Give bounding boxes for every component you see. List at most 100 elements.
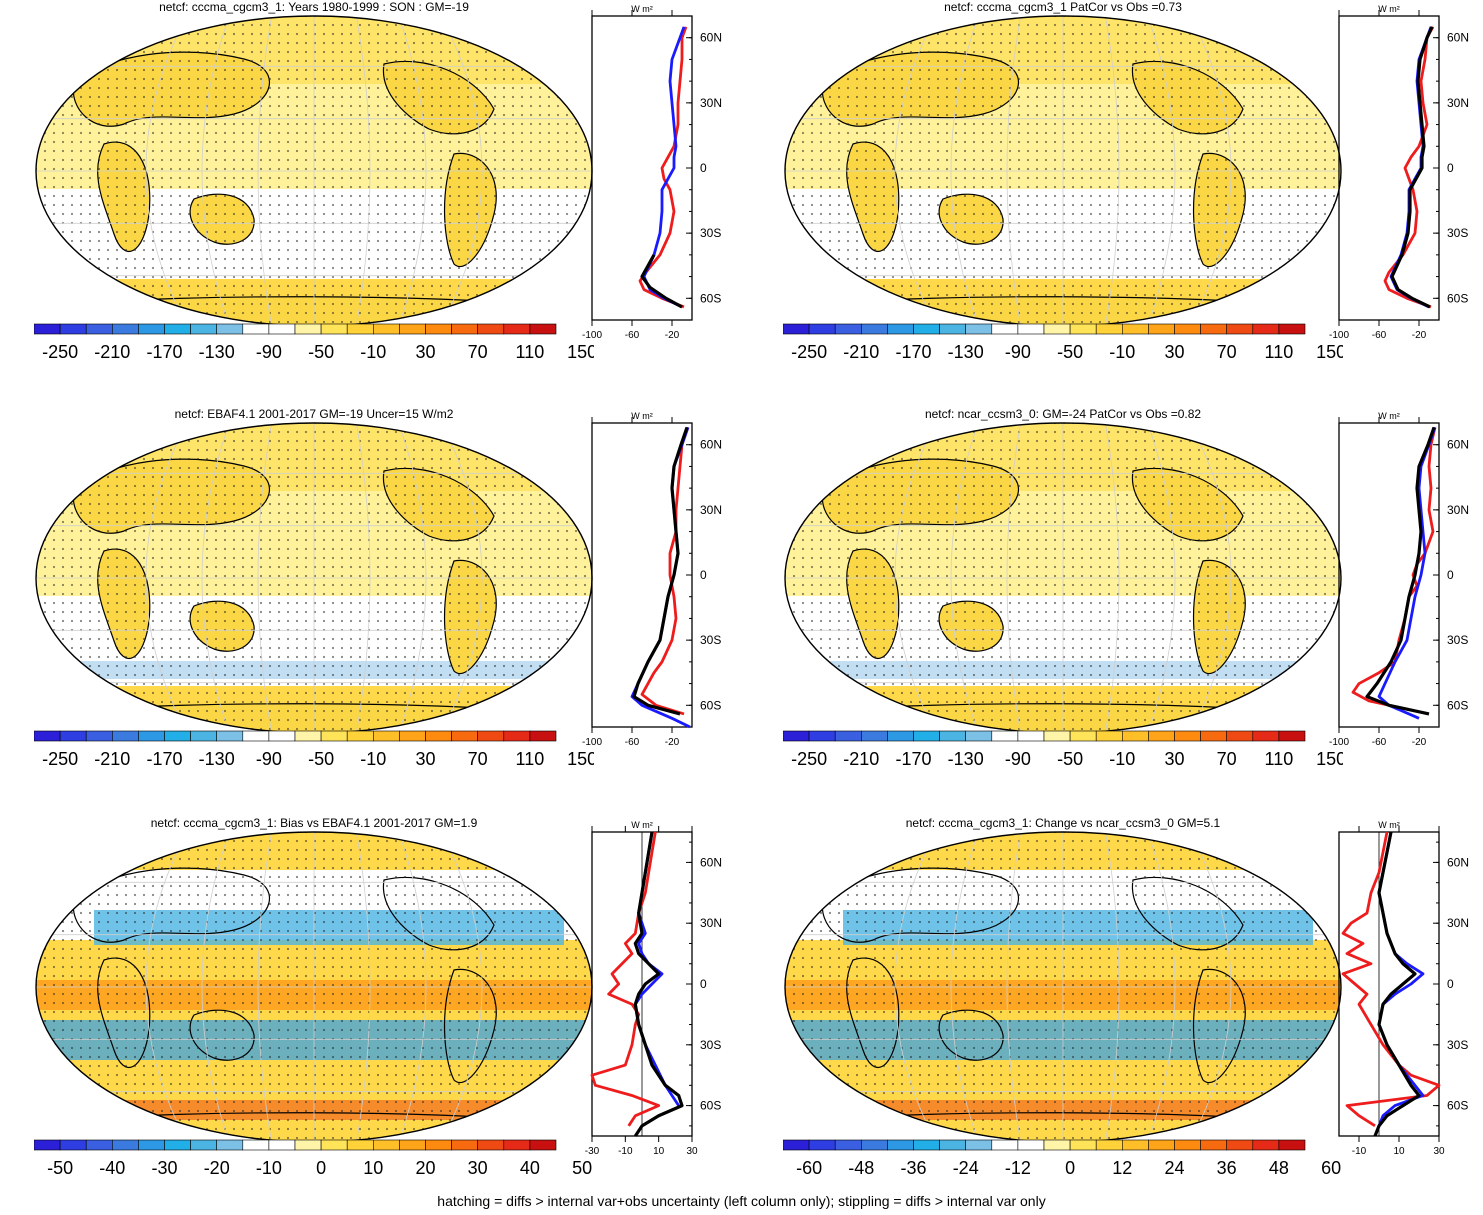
profile-ytick-label: 0 <box>1447 568 1454 582</box>
colorbar-cell <box>503 323 531 335</box>
graticule-line <box>894 832 938 1142</box>
colorbar-cell <box>477 1139 505 1151</box>
colorbar-cell <box>242 1139 270 1151</box>
colorbar-cell <box>477 323 505 335</box>
colorbar-cell <box>451 1139 479 1151</box>
colorbar-tick-label: 0 <box>316 1158 326 1178</box>
graticule-line <box>355 832 371 1142</box>
colorbar-cell <box>425 730 452 742</box>
colorbar-cell <box>965 730 993 742</box>
colorbar-cell <box>112 323 139 335</box>
panel-title: netcf: ncar_ccsm3_0: GM=-24 PatCor vs Ob… <box>924 407 1202 421</box>
colorbar-tick-label: 70 <box>468 342 488 362</box>
colorbar-tick-label: 30 <box>415 342 435 362</box>
colorbar-tick-label: 110 <box>516 749 545 769</box>
colorbar-tick-label: -10 <box>1109 749 1135 769</box>
zonal-profile: 60N 30N 0 30S 60S -100 -60 -20 W m² <box>1329 411 1469 748</box>
panel-map-6: netcf: cccma_cgcm3_1: Change vs ncar_ccs… <box>783 816 1343 1191</box>
colorbar-cell <box>242 323 270 335</box>
profile-ytick-label: 30N <box>1447 503 1469 517</box>
colorbar-cell <box>85 730 113 742</box>
colorbar-cell <box>399 323 426 335</box>
graticule-line <box>257 16 273 326</box>
colorbar-tick-label: 20 <box>415 1158 435 1178</box>
colorbar-cell <box>834 1139 862 1151</box>
colorbar-cell <box>887 730 914 742</box>
colorbar-cell <box>1252 730 1280 742</box>
colorbar-cell <box>85 323 113 335</box>
colorbar-cell <box>190 323 218 335</box>
colorbar-tick-label: 60 <box>1321 1158 1341 1178</box>
colorbar-cell <box>138 1139 165 1151</box>
colorbar-tick-label: -250 <box>791 342 827 362</box>
graticule-line <box>145 423 189 733</box>
profile-series-ref <box>633 831 684 1137</box>
colorbar-cell <box>1148 323 1175 335</box>
colorbar-cell <box>913 323 940 335</box>
profile-ytick-label: 60S <box>1447 1099 1468 1113</box>
panel-map-4: netcf: ncar_ccsm3_0: GM=-24 PatCor vs Ob… <box>783 407 1343 782</box>
graticule-line <box>439 832 483 1142</box>
colorbar-tick-label: 110 <box>1265 749 1294 769</box>
profile-series-ref <box>1365 426 1436 716</box>
colorbar-cell <box>991 323 1019 335</box>
colorbar-cell <box>112 730 139 742</box>
colorbar-cell <box>529 730 557 742</box>
profile-ytick-label: 30N <box>1447 916 1469 930</box>
footnote: hatching = diffs > internal var+obs unce… <box>437 1193 1046 1209</box>
profile-xtick-label: -100 <box>582 330 602 341</box>
profile-series-model <box>640 426 690 716</box>
profile-units: W m² <box>631 4 653 14</box>
profile-ytick-label: 60N <box>700 438 722 452</box>
colorbar-cell <box>887 1139 914 1151</box>
panel-title: netcf: cccma_cgcm3_1: Bias vs EBAF4.1 20… <box>150 816 478 830</box>
profile-ytick-label: 30S <box>700 1038 721 1052</box>
profile-xtick-label: -60 <box>625 330 640 341</box>
profile-xtick-label: -60 <box>1372 737 1387 748</box>
colorbar-cell <box>1226 323 1254 335</box>
profile-units: W m² <box>631 411 653 421</box>
colorbar-tick-label: 30 <box>1164 749 1184 769</box>
colorbar-cell <box>1121 1139 1149 1151</box>
colorbar-cell <box>216 730 244 742</box>
profile-ytick-label: 30N <box>1447 96 1469 110</box>
graticule-line <box>355 423 371 733</box>
profile-ytick-label: 30S <box>700 226 721 240</box>
graticule-line <box>1188 423 1232 733</box>
colorbar-tick-label: 48 <box>1269 1158 1289 1178</box>
colorbar-tick-label: 30 <box>415 749 435 769</box>
colorbar-tick-label: 70 <box>1217 342 1237 362</box>
profile-units: W m² <box>1378 4 1400 14</box>
graticule-line <box>201 423 231 733</box>
colorbar-tick-label: -40 <box>99 1158 125 1178</box>
colorbar-cell <box>425 1139 452 1151</box>
colorbar-tick-label: 36 <box>1217 1158 1237 1178</box>
colorbar-cell <box>1121 323 1149 335</box>
colorbar-cell <box>1095 1139 1123 1151</box>
profile-units: W m² <box>1378 411 1400 421</box>
profile-ytick-label: 30N <box>700 916 722 930</box>
colorbar-tick-label: -90 <box>1005 749 1031 769</box>
robinson-map <box>784 422 1342 734</box>
colorbar-cell <box>939 730 967 742</box>
profile-xtick-label: -20 <box>1412 737 1427 748</box>
panel-title: netcf: cccma_cgcm3_1: Change vs ncar_ccs… <box>905 816 1221 830</box>
colorbar-tick-label: 150 <box>567 749 594 769</box>
colorbar-tick-label: -250 <box>42 342 78 362</box>
colorbar-tick-label: -170 <box>146 342 182 362</box>
colorbar-cell <box>190 730 218 742</box>
graticule-line <box>1104 423 1120 733</box>
colorbar-tick-label: 30 <box>1164 342 1184 362</box>
colorbar-cell <box>1095 730 1123 742</box>
zonal-profile: 60N 30N 0 30S 60S -100 -60 -20 W m² <box>582 4 722 341</box>
colorbar-cell <box>1174 730 1201 742</box>
colorbar-cell <box>372 1139 400 1151</box>
colorbar-cell <box>320 323 348 335</box>
colorbar: -250 -210 -170 -130 -90 -50 -10 30 70 110 150 <box>34 323 594 362</box>
colorbar: -60 -48 -36 -24 -12 0 12 24 36 48 60 <box>783 1139 1341 1178</box>
zonal-profile: 60N 30N 0 30S 60S -30 -10 10 30 W m² <box>585 820 722 1157</box>
colorbar-tick-label: -130 <box>948 749 984 769</box>
profile-ytick-label: 60S <box>700 1099 721 1113</box>
graticule-line <box>257 832 273 1142</box>
profile-series-model <box>1383 26 1435 309</box>
